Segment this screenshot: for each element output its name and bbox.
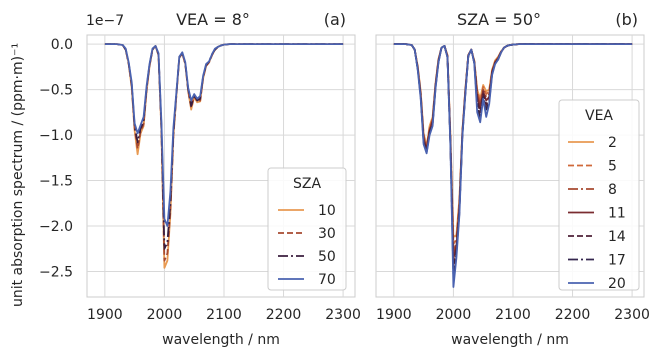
series-lines: [104, 43, 344, 269]
legend-label: 20: [608, 276, 626, 292]
legend-box: [558, 99, 640, 291]
legend-label: 10: [318, 203, 336, 219]
panel-title: SZA = 50°: [457, 10, 541, 29]
series-line-20: [393, 43, 633, 288]
y-tick-label: −0.5: [39, 83, 73, 99]
y-axis-label: unit absorption spectrum / (ppm·m)⁻¹: [10, 43, 26, 307]
series-lines: [393, 43, 633, 288]
y-tick-label: −2.5: [39, 265, 73, 281]
x-tick-label: 2200: [555, 307, 591, 323]
legend: VEA 2 5 8 11 14 17 20: [558, 99, 640, 292]
legend-label: 17: [608, 253, 626, 269]
panel-b: 1900 2000 2100 2200 2300 SZA = 50° (b) wavel…: [375, 10, 650, 348]
legend-items: 2 5 8 11 14 17 20: [568, 135, 626, 292]
legend-label: 11: [608, 206, 626, 222]
legend-label: 70: [318, 272, 336, 288]
y-tick-label: −1.5: [39, 174, 73, 190]
legend-title: SZA: [293, 176, 321, 192]
x-ticks: 1900 2000 2100 2200 2300: [87, 307, 361, 323]
x-tick-label: 2300: [614, 307, 650, 323]
legend-label: 50: [318, 249, 336, 265]
x-tick-label: 2000: [436, 307, 472, 323]
legend: SZA 10 30 50 70: [267, 167, 347, 291]
legend-label: 8: [608, 182, 617, 198]
x-ticks: 1900 2000 2100 2200 2300: [376, 307, 650, 323]
legend-label: 2: [608, 135, 617, 151]
x-axis-label: wavelength / nm: [162, 332, 280, 348]
x-tick-label: 2000: [147, 307, 183, 323]
legend-label: 5: [608, 159, 617, 175]
y-offset-text: 1e−7: [86, 13, 124, 29]
x-tick-label: 1900: [87, 307, 123, 323]
x-tick-label: 2300: [325, 307, 361, 323]
legend-label: 30: [318, 226, 336, 242]
y-tick-label: 0.0: [51, 37, 73, 53]
panel-title: VEA = 8°: [176, 10, 250, 29]
legend-items: 10 30 50 70: [278, 203, 336, 288]
x-tick-label: 2100: [206, 307, 242, 323]
legend-box: [267, 167, 347, 291]
x-tick-label: 2100: [495, 307, 531, 323]
y-tick-label: −2.0: [39, 219, 73, 235]
legend-title: VEA: [585, 108, 613, 124]
panel-tag: (b): [615, 10, 638, 29]
legend-label: 14: [608, 229, 626, 245]
x-axis-label: wavelength / nm: [451, 332, 569, 348]
panel-tag: (a): [324, 10, 346, 29]
panel-a: 0.0 −0.5 −1.0 −1.5 −2.0 −2.5 1900 2000 2100 2200…: [39, 10, 361, 348]
x-tick-label: 1900: [376, 307, 412, 323]
x-tick-label: 2200: [266, 307, 302, 323]
series-line-70: [104, 43, 344, 227]
y-ticks: 0.0 −0.5 −1.0 −1.5 −2.0 −2.5: [39, 37, 73, 280]
y-tick-label: −1.0: [39, 128, 73, 144]
